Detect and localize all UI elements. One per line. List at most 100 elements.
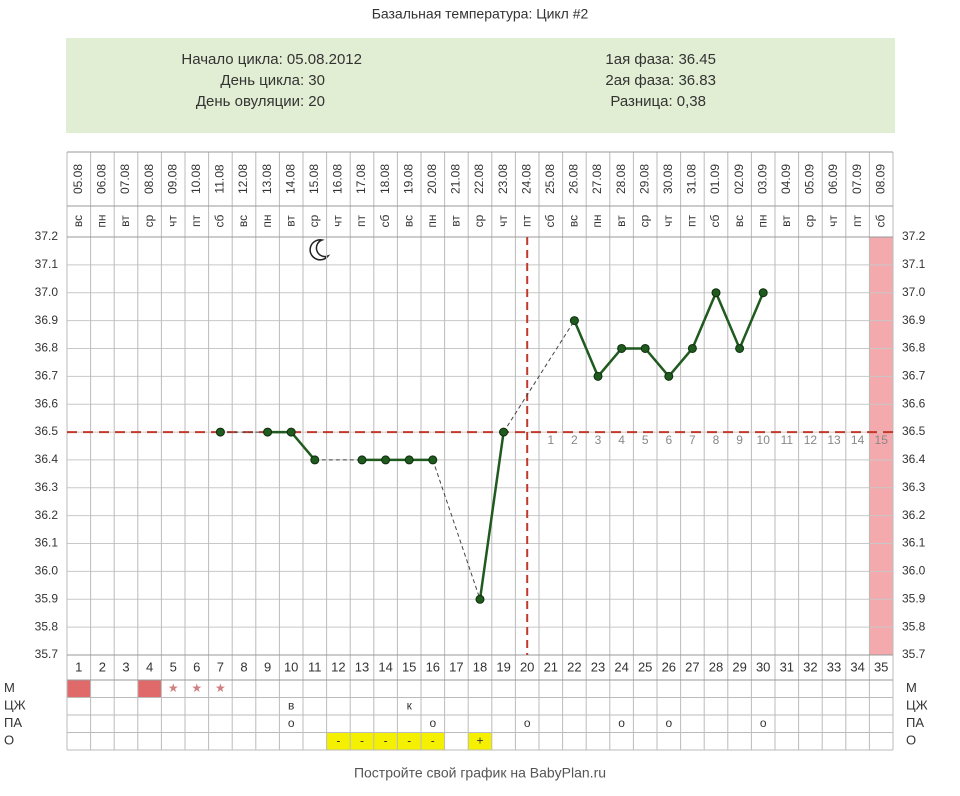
y-tick-label-right: 35.8 (902, 619, 926, 633)
summary-text: Начало цикла: 05.08.2012 (181, 51, 362, 68)
row-label: ПА (4, 715, 22, 730)
date-label: 24.08 (519, 164, 533, 194)
date-label: 22.08 (472, 164, 486, 194)
x-tick-label: 21 (544, 659, 558, 674)
y-tick-label: 36.4 (35, 452, 59, 466)
weekday-label: чт (331, 215, 345, 227)
weekday-label: чт (165, 215, 179, 227)
weekday-label: пн (590, 214, 604, 227)
weekday-label: вт (449, 215, 463, 227)
weekday-label: пн (755, 214, 769, 227)
y-tick-label: 37.2 (35, 229, 59, 243)
x-tick-label: 10 (284, 659, 298, 674)
x-tick-label: 3 (122, 659, 129, 674)
temperature-point (617, 343, 627, 353)
x-tick-label: 2 (99, 659, 106, 674)
date-label: 12.08 (236, 164, 250, 194)
weekday-label: чт (826, 215, 840, 227)
date-label: 08.08 (142, 164, 156, 194)
phase2-day: 2 (571, 433, 578, 447)
x-tick-label: 34 (850, 659, 864, 674)
y-tick-label: 35.7 (35, 647, 59, 661)
date-label: 27.08 (590, 164, 604, 194)
date-label: 07.08 (118, 164, 132, 194)
x-tick-label: 32 (803, 659, 817, 674)
temperature-point (687, 343, 697, 353)
temperature-point (428, 455, 438, 465)
summary-text: День цикла: 30 (220, 72, 325, 89)
y-tick-label-right: 36.5 (902, 424, 926, 438)
weekday-label: вс (236, 215, 250, 227)
y-tick-label: 36.9 (35, 313, 59, 327)
x-tick-label: 26 (662, 659, 676, 674)
phase2-day: 9 (736, 433, 743, 447)
y-tick-label-right: 36.8 (902, 341, 926, 355)
table-cell-text: в (288, 698, 294, 712)
phase2-day: 7 (689, 433, 696, 447)
phase2-day: 8 (713, 433, 720, 447)
summary-box (66, 38, 895, 133)
weekday-label: вс (567, 215, 581, 227)
gap-connector (503, 320, 575, 433)
y-tick-label-right: 37.0 (902, 285, 926, 299)
date-label: 08.09 (873, 164, 887, 194)
x-tick-label: 28 (709, 659, 723, 674)
phase2-day: 1 (547, 433, 554, 447)
table-cell (397, 732, 421, 750)
x-tick-label: 5 (170, 659, 177, 674)
y-tick-label-right: 36.0 (902, 564, 926, 578)
y-tick-label-right: 37.2 (902, 229, 926, 243)
x-tick-label: 30 (756, 659, 770, 674)
phase2-day: 10 (757, 433, 771, 447)
weekday-label: вс (732, 215, 746, 227)
date-label: 29.08 (637, 164, 651, 194)
phase2-day: 15 (875, 433, 889, 447)
date-label: 26.08 (567, 164, 581, 194)
row-label: О (4, 733, 14, 748)
date-label: 07.09 (850, 164, 864, 194)
date-label: 06.08 (95, 164, 109, 194)
weekday-label: вт (779, 215, 793, 227)
temperature-point (475, 594, 485, 604)
x-tick-label: 9 (264, 659, 271, 674)
temperature-point (263, 427, 273, 437)
temperature-point (711, 288, 721, 298)
y-tick-label: 36.7 (35, 369, 59, 383)
weekday-label: сб (708, 214, 722, 227)
weekday-label: вт (118, 215, 132, 227)
summary-text: Разница: 0,38 (610, 93, 706, 110)
x-tick-label: 8 (240, 659, 247, 674)
x-tick-label: 29 (732, 659, 746, 674)
table-cell-text: - (431, 733, 435, 747)
table-cell-text: к (407, 698, 413, 712)
y-tick-label-right: 36.2 (902, 508, 926, 522)
x-tick-label: 18 (473, 659, 487, 674)
x-tick-label: 15 (402, 659, 416, 674)
weekday-label: чт (496, 215, 510, 227)
weekday-label: ср (472, 214, 486, 227)
date-label: 23.08 (496, 164, 510, 194)
y-tick-label: 36.0 (35, 564, 59, 578)
x-tick-label: 12 (331, 659, 345, 674)
row-label-right: ЦЖ (906, 698, 928, 713)
table-cell-text: + (476, 733, 483, 747)
weekday-label: пт (354, 215, 368, 227)
date-label: 21.08 (449, 164, 463, 194)
chart-title: Базальная температура: Цикл #2 (372, 6, 589, 22)
table-cell-text: ★ (191, 681, 202, 695)
weekday-label: ср (637, 214, 651, 227)
phase2-day: 13 (827, 433, 841, 447)
date-label: 10.08 (189, 164, 203, 194)
date-label: 15.08 (307, 164, 321, 194)
weekday-label: сб (213, 214, 227, 227)
temperature-point (758, 288, 768, 298)
table-cell (326, 732, 351, 750)
temperature-point (735, 343, 745, 353)
summary-text: День овуляции: 20 (196, 93, 325, 110)
x-tick-label: 17 (449, 659, 463, 674)
table-cell (468, 732, 492, 750)
y-tick-label-right: 35.9 (902, 591, 926, 605)
weekday-label: вс (401, 215, 415, 227)
table-cell-text: о (760, 716, 767, 730)
